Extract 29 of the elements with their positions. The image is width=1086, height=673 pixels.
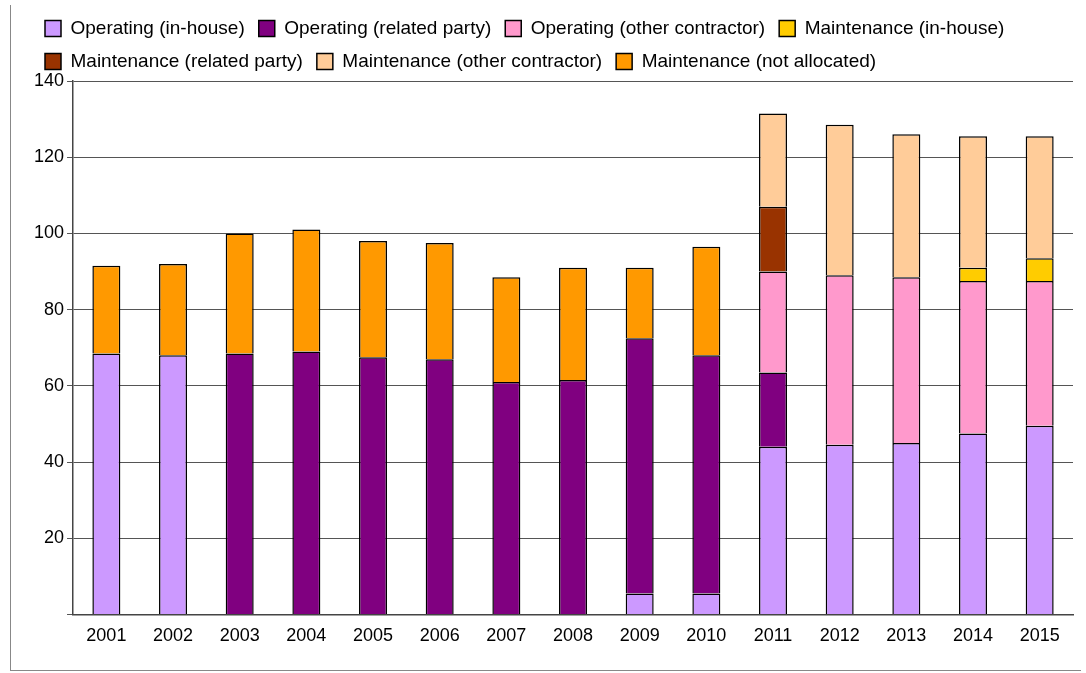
x-tick-label: 2011 <box>753 625 793 646</box>
x-tick-label: 2015 <box>1019 625 1060 646</box>
x-tick-label: 2001 <box>86 625 127 646</box>
x-tick-label: 2007 <box>486 625 527 646</box>
x-tick-label: 2012 <box>819 625 860 646</box>
legend-label: Operating (in-house) <box>70 16 245 38</box>
legend-label: Maintenance (related party) <box>70 49 303 71</box>
x-tick-label: 2005 <box>353 625 394 646</box>
legend-label: Maintenance (other contractor) <box>342 49 603 71</box>
legend-label: Operating (related party) <box>284 16 492 38</box>
legend-label: Maintenance (not allocated) <box>641 49 877 71</box>
x-tick-label: 2002 <box>153 625 194 646</box>
x-tick-label: 2010 <box>686 625 727 646</box>
y-tick-label: 40 <box>44 450 65 471</box>
y-tick-label: 100 <box>33 222 65 243</box>
legend-label: Operating (other contractor) <box>530 16 766 38</box>
x-tick-label: 2003 <box>219 625 260 646</box>
y-tick-label: 140 <box>33 69 65 90</box>
x-tick-label: 2006 <box>419 625 460 646</box>
y-tick-label: 60 <box>44 374 65 395</box>
y-tick-label: 80 <box>44 298 65 319</box>
x-tick-label: 2004 <box>286 625 327 646</box>
x-tick-label: 2009 <box>619 625 660 646</box>
legend-label: Maintenance (in-house) <box>804 16 1005 38</box>
y-tick-label: 20 <box>44 527 65 548</box>
x-tick-label: 2008 <box>552 625 594 646</box>
x-tick-label: 2013 <box>886 625 927 646</box>
y-tick-label: 120 <box>33 146 65 167</box>
x-tick-label: 2014 <box>952 625 994 646</box>
